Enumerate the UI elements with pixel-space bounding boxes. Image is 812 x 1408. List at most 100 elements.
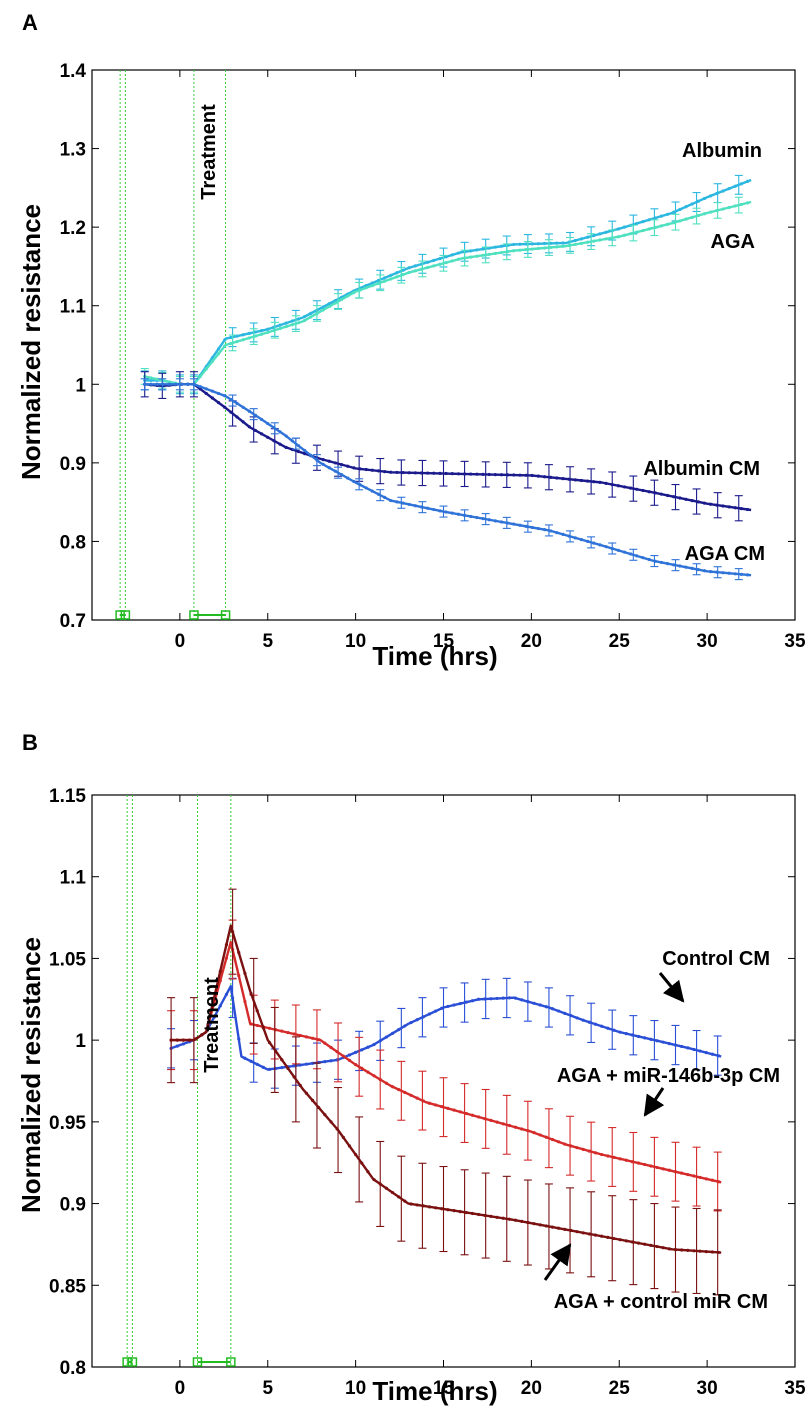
data-point-aga-control-mir-cm xyxy=(206,1022,210,1026)
data-point-aga-control-mir-cm xyxy=(212,996,216,1000)
data-point-albumin-cm xyxy=(278,442,282,446)
data-point-aga-cm xyxy=(413,504,417,508)
data-point-aga-cm xyxy=(739,572,743,576)
data-point-albumin-cm xyxy=(247,425,251,429)
data-point-aga xyxy=(155,377,159,381)
data-point-control-cm xyxy=(329,1059,333,1063)
data-point-aga-mir-146b-3p-cm xyxy=(593,1151,598,1155)
data-point-control-cm xyxy=(704,1051,708,1055)
data-point-aga xyxy=(235,339,239,344)
data-point-aga xyxy=(450,259,454,263)
data-point-aga-mir-146b-3p-cm xyxy=(513,1125,518,1129)
data-point-aga-control-mir-cm xyxy=(698,1249,702,1253)
data-point-albumin-cm xyxy=(512,473,516,477)
data-point-aga-cm xyxy=(542,528,547,532)
data-point-albumin xyxy=(579,237,584,241)
data-point-aga-mir-146b-3p-cm xyxy=(292,1032,296,1036)
data-point-aga xyxy=(469,255,473,259)
data-point-albumin-cm xyxy=(665,493,670,498)
data-point-aga-cm xyxy=(426,506,430,510)
data-point-control-cm xyxy=(452,1003,456,1007)
data-point-albumin xyxy=(493,245,497,249)
data-point-albumin xyxy=(284,321,288,325)
data-point-aga-control-mir-cm xyxy=(304,1091,309,1095)
data-point-aga xyxy=(536,246,541,251)
data-point-aga-cm xyxy=(641,556,645,560)
data-point-control-cm xyxy=(618,1030,622,1034)
data-point-aga-cm xyxy=(444,510,448,514)
data-point-aga-mir-146b-3p-cm xyxy=(649,1164,653,1168)
data-point-albumin-cm xyxy=(641,488,645,493)
data-point-aga-cm xyxy=(149,382,153,386)
data-point-aga-control-mir-cm xyxy=(310,1098,315,1103)
data-point-control-cm xyxy=(181,1042,185,1046)
x-tick-label-a: 30 xyxy=(697,631,718,652)
data-point-albumin xyxy=(426,260,430,264)
data-point-aga-cm xyxy=(530,525,534,530)
data-point-albumin xyxy=(376,278,381,283)
data-point-albumin xyxy=(241,333,245,337)
data-point-albumin-cm xyxy=(303,452,307,456)
data-point-albumin-cm xyxy=(586,479,590,483)
y-tick-label-a: 1 xyxy=(75,375,86,396)
data-point-aga-cm xyxy=(561,532,565,537)
data-point-aga-control-mir-cm xyxy=(440,1207,444,1211)
data-point-aga-cm xyxy=(450,511,454,515)
data-point-albumin-cm xyxy=(702,501,707,505)
data-point-albumin-cm xyxy=(376,469,381,473)
data-point-aga-control-mir-cm xyxy=(243,971,247,975)
series-line-albumin xyxy=(144,178,752,386)
data-point-aga xyxy=(370,284,374,288)
data-point-aga-cm xyxy=(727,571,731,575)
data-point-control-cm xyxy=(686,1046,690,1050)
data-point-aga xyxy=(376,281,381,285)
data-point-aga-control-mir-cm xyxy=(563,1227,567,1231)
data-point-aga xyxy=(727,205,731,210)
data-point-albumin xyxy=(721,189,725,193)
data-point-control-cm xyxy=(680,1044,684,1049)
data-point-albumin xyxy=(321,305,325,309)
data-point-albumin xyxy=(518,242,522,246)
data-point-control-cm xyxy=(649,1037,653,1041)
data-point-aga xyxy=(259,332,264,336)
data-point-aga xyxy=(604,237,608,241)
data-point-control-cm xyxy=(458,1001,462,1006)
data-point-aga-cm xyxy=(321,462,325,466)
data-point-control-cm xyxy=(218,1004,222,1008)
data-point-albumin-cm xyxy=(573,478,577,482)
data-point-aga-mir-146b-3p-cm xyxy=(667,1168,671,1172)
data-point-control-cm xyxy=(249,1059,253,1063)
treatment-label-b: Treatment xyxy=(201,977,223,1073)
data-point-albumin-cm xyxy=(235,415,239,419)
data-point-aga-control-mir-cm xyxy=(329,1120,333,1124)
data-point-aga-cm xyxy=(592,541,596,545)
data-point-albumin-cm xyxy=(413,471,417,475)
data-point-aga-mir-146b-3p-cm xyxy=(618,1157,622,1161)
data-point-albumin xyxy=(370,281,374,285)
data-point-albumin xyxy=(592,233,596,238)
data-point-aga xyxy=(432,264,436,268)
data-point-albumin xyxy=(635,221,639,226)
data-point-control-cm xyxy=(354,1050,358,1054)
panel-label-a: A xyxy=(22,10,38,35)
data-point-aga-control-mir-cm xyxy=(323,1113,327,1117)
data-point-aga xyxy=(407,270,411,275)
x-tick-label-a: 10 xyxy=(345,631,366,652)
data-point-albumin xyxy=(586,235,590,239)
data-point-control-cm xyxy=(600,1024,604,1028)
y-tick-label-b: 0.9 xyxy=(60,1195,86,1216)
data-point-albumin xyxy=(604,230,608,234)
data-point-control-cm xyxy=(557,1009,561,1013)
data-point-albumin-cm xyxy=(696,500,700,504)
data-point-aga xyxy=(616,235,620,239)
treatment-label-a: Treatment xyxy=(198,104,220,200)
data-point-aga-cm xyxy=(586,539,590,543)
data-point-aga-control-mir-cm xyxy=(433,1206,438,1210)
data-point-albumin-cm xyxy=(475,472,479,476)
data-point-albumin xyxy=(512,242,516,247)
data-point-aga xyxy=(216,352,221,356)
data-point-control-cm xyxy=(624,1032,628,1036)
data-point-aga-control-mir-cm xyxy=(427,1205,432,1209)
data-point-aga xyxy=(493,251,497,256)
data-point-control-cm xyxy=(587,1020,591,1024)
